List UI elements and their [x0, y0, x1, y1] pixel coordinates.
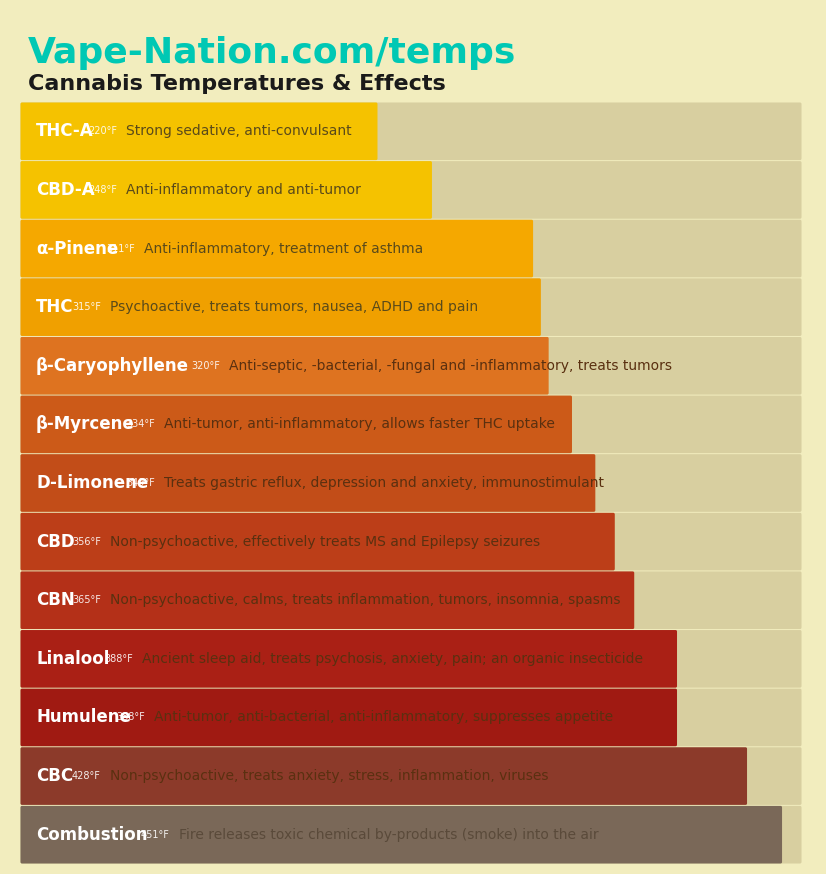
- Text: Treats gastric reflux, depression and anxiety, immunostimulant: Treats gastric reflux, depression and an…: [164, 476, 604, 490]
- Text: 311°F: 311°F: [106, 244, 135, 253]
- Text: Anti-inflammatory, treatment of asthma: Anti-inflammatory, treatment of asthma: [144, 241, 423, 255]
- FancyBboxPatch shape: [21, 572, 634, 629]
- Text: Combustion: Combustion: [36, 826, 148, 843]
- FancyBboxPatch shape: [21, 689, 677, 746]
- FancyBboxPatch shape: [21, 337, 548, 394]
- Text: Ancient sleep aid, treats psychosis, anxiety, pain; an organic insecticide: Ancient sleep aid, treats psychosis, anx…: [142, 652, 643, 666]
- Text: CBD-A: CBD-A: [36, 181, 95, 199]
- Text: THC-A: THC-A: [36, 122, 93, 141]
- Text: 451°F: 451°F: [141, 829, 170, 840]
- Text: Non-psychoactive, calms, treats inflammation, tumors, insomnia, spasms: Non-psychoactive, calms, treats inflamma…: [110, 593, 620, 607]
- Text: 320°F: 320°F: [191, 361, 220, 371]
- Text: β-Myrcene: β-Myrcene: [36, 415, 135, 434]
- Text: 220°F: 220°F: [88, 127, 117, 136]
- FancyBboxPatch shape: [21, 337, 801, 394]
- FancyBboxPatch shape: [21, 278, 541, 336]
- Text: 388°F: 388°F: [116, 712, 145, 723]
- FancyBboxPatch shape: [21, 161, 432, 218]
- Text: Psychoactive, treats tumors, nausea, ADHD and pain: Psychoactive, treats tumors, nausea, ADH…: [110, 300, 478, 314]
- Text: 334°F: 334°F: [126, 420, 154, 429]
- FancyBboxPatch shape: [21, 278, 801, 336]
- Text: 388°F: 388°F: [104, 654, 133, 664]
- Text: Linalool: Linalool: [36, 650, 109, 668]
- Text: Humulene: Humulene: [36, 709, 131, 726]
- FancyBboxPatch shape: [21, 630, 677, 688]
- FancyBboxPatch shape: [21, 513, 801, 571]
- Text: Non-psychoactive, effectively treats MS and Epilepsy seizures: Non-psychoactive, effectively treats MS …: [110, 535, 540, 549]
- Text: Anti-septic, -bacterial, -fungal and -inflammatory, treats tumors: Anti-septic, -bacterial, -fungal and -in…: [229, 358, 672, 373]
- FancyBboxPatch shape: [21, 806, 782, 864]
- FancyBboxPatch shape: [21, 513, 615, 571]
- Text: Anti-tumor, anti-bacterial, anti-inflammatory, suppresses appetite: Anti-tumor, anti-bacterial, anti-inflamm…: [154, 711, 613, 725]
- Text: CBN: CBN: [36, 591, 74, 609]
- Text: Strong sedative, anti-convulsant: Strong sedative, anti-convulsant: [126, 124, 352, 138]
- Text: α-Pinene: α-Pinene: [36, 239, 118, 258]
- Text: Cannabis Temperatures & Effects: Cannabis Temperatures & Effects: [28, 74, 446, 94]
- Text: Vape-Nation.com/temps: Vape-Nation.com/temps: [28, 36, 516, 70]
- FancyBboxPatch shape: [21, 806, 801, 864]
- FancyBboxPatch shape: [21, 689, 801, 746]
- Text: 248°F: 248°F: [88, 185, 116, 195]
- FancyBboxPatch shape: [21, 161, 801, 218]
- Text: Fire releases toxic chemical by-products (smoke) into the air: Fire releases toxic chemical by-products…: [179, 828, 599, 842]
- Text: Anti-inflammatory and anti-tumor: Anti-inflammatory and anti-tumor: [126, 183, 361, 197]
- Text: CBC: CBC: [36, 767, 74, 785]
- Text: 356°F: 356°F: [72, 537, 101, 546]
- Text: Anti-tumor, anti-inflammatory, allows faster THC uptake: Anti-tumor, anti-inflammatory, allows fa…: [164, 418, 555, 432]
- Text: 315°F: 315°F: [72, 302, 101, 312]
- Text: Non-psychoactive, treats anxiety, stress, inflammation, viruses: Non-psychoactive, treats anxiety, stress…: [110, 769, 548, 783]
- FancyBboxPatch shape: [21, 630, 801, 688]
- Text: β-Caryophyllene: β-Caryophyllene: [36, 357, 189, 375]
- FancyBboxPatch shape: [21, 102, 377, 160]
- FancyBboxPatch shape: [21, 747, 801, 805]
- FancyBboxPatch shape: [21, 219, 533, 277]
- FancyBboxPatch shape: [21, 572, 801, 629]
- FancyBboxPatch shape: [21, 219, 801, 277]
- Text: D-Limonene: D-Limonene: [36, 474, 148, 492]
- Text: CBD: CBD: [36, 532, 74, 551]
- Text: 428°F: 428°F: [72, 771, 101, 781]
- FancyBboxPatch shape: [21, 747, 747, 805]
- Text: 349°F: 349°F: [126, 478, 154, 488]
- Text: THC: THC: [36, 298, 74, 316]
- FancyBboxPatch shape: [21, 396, 801, 454]
- FancyBboxPatch shape: [21, 102, 801, 160]
- FancyBboxPatch shape: [21, 454, 801, 512]
- FancyBboxPatch shape: [21, 454, 596, 512]
- FancyBboxPatch shape: [21, 396, 572, 454]
- Text: 365°F: 365°F: [72, 595, 101, 605]
